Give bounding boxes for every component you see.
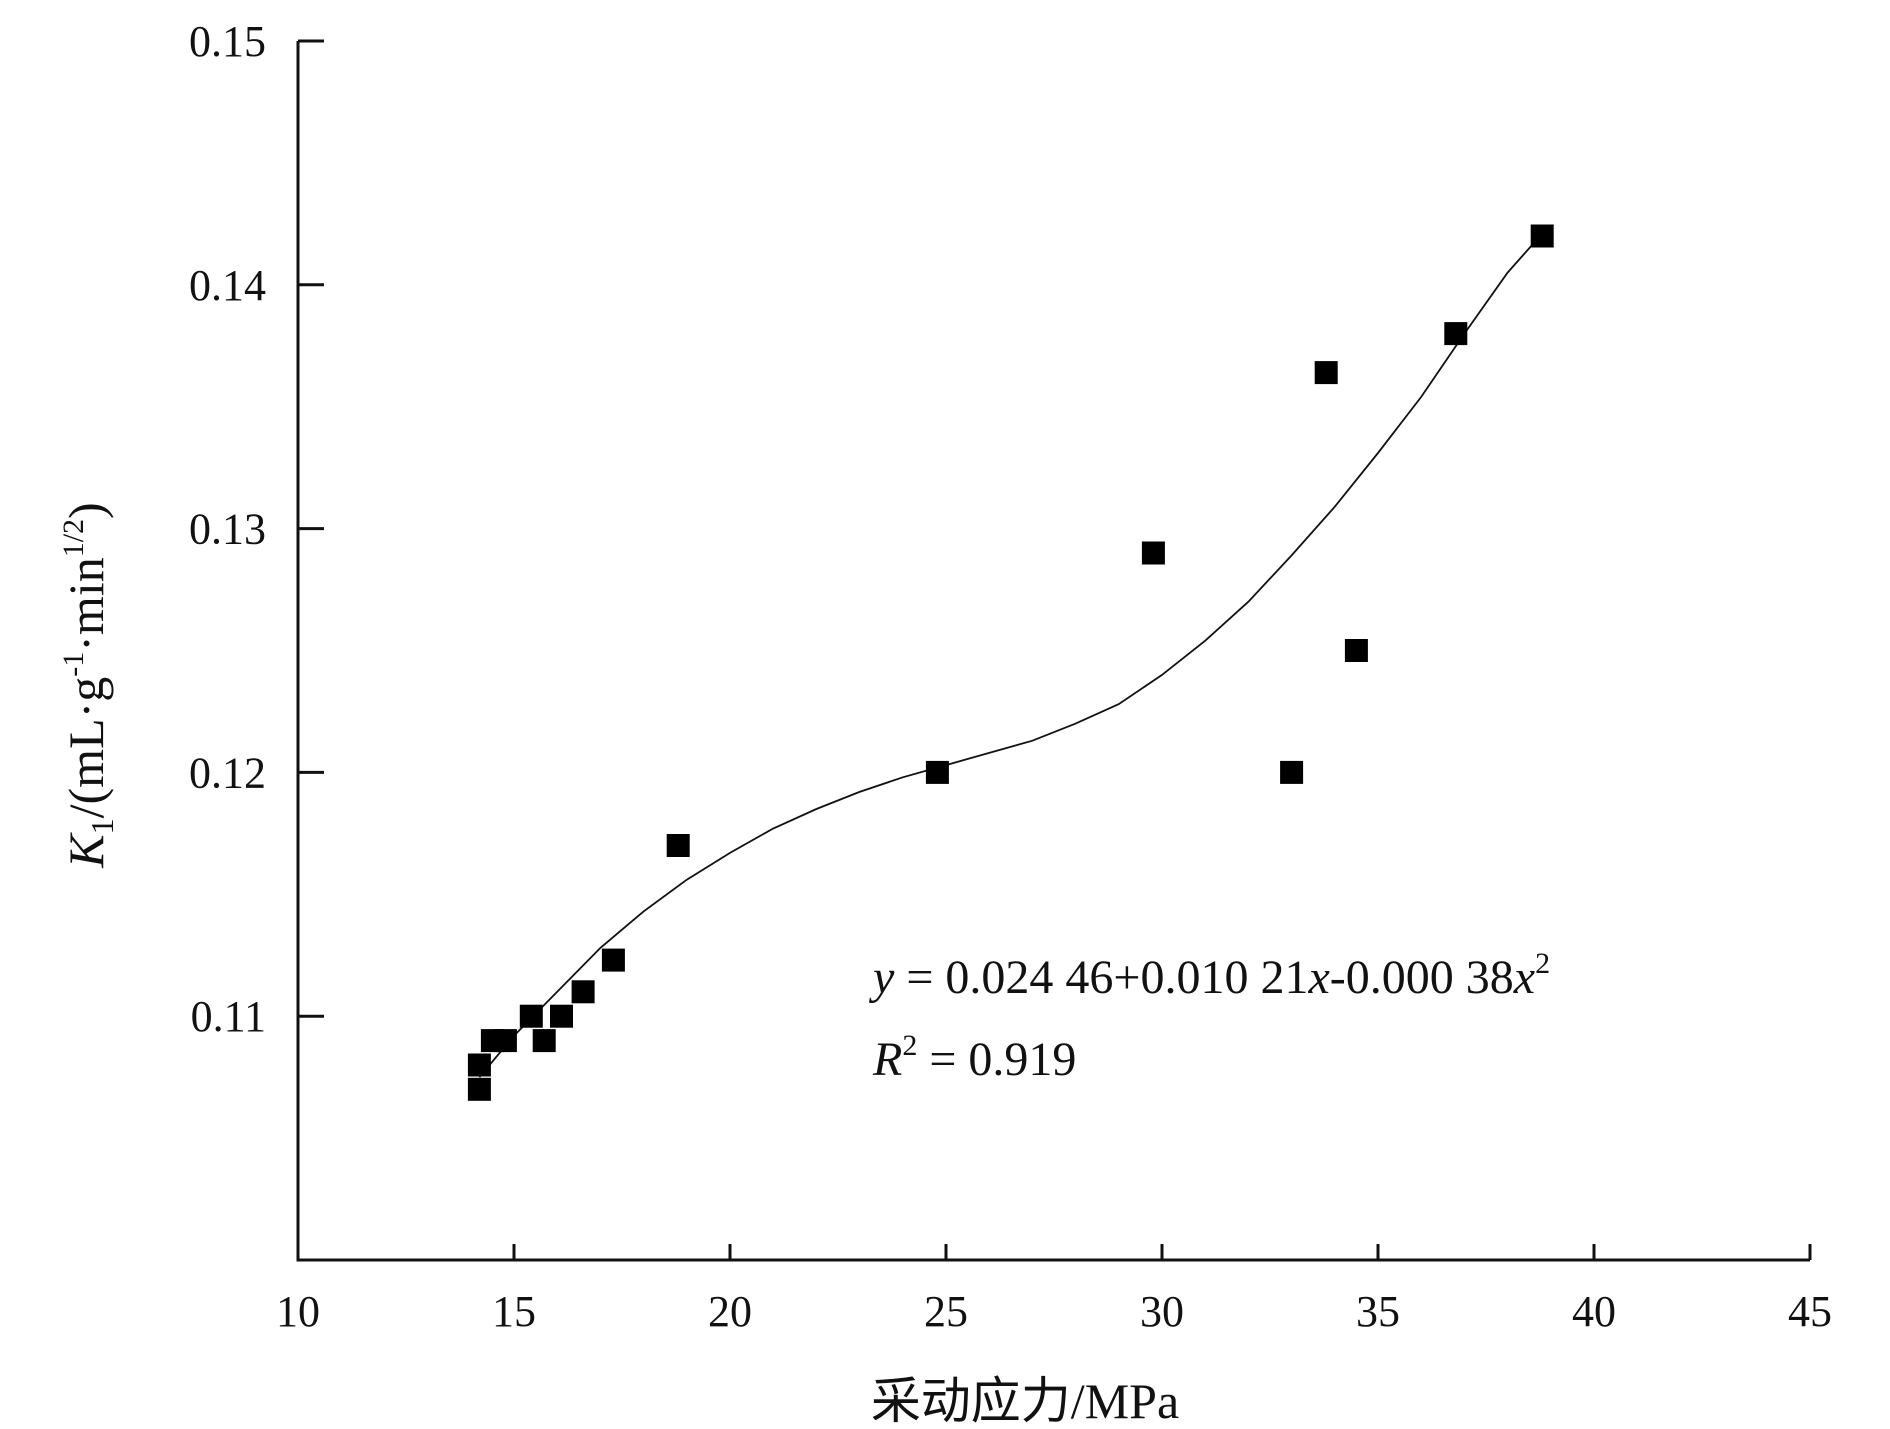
y-axis-ticks: 0.11 0.12 0.13 0.14 0.15 [189,17,324,1041]
data-point [532,1029,556,1053]
data-point [925,760,949,784]
axis-lines [296,41,1810,1262]
r-sup: 2 [902,1029,917,1062]
y-tick-label: 0.15 [189,17,266,66]
y-axis-title: K1/(mL·g-1·min1/2) [57,502,120,868]
eq-sup: 2 [1535,947,1550,980]
r-value: = 0.919 [917,1033,1076,1086]
y-tick-label: 0.13 [189,505,266,554]
eq-part-b: -0.000 38 [1330,951,1514,1004]
data-point [493,1029,517,1053]
y-axis-unit-mid: ·min [58,557,114,651]
y-axis-unit-suffix: ) [58,502,114,519]
y-axis-sup2: 1/2 [57,519,90,557]
eq-x-var2: x [1513,951,1535,1004]
data-point [1530,224,1554,248]
data-point [1314,361,1338,385]
r-var: R [872,1033,902,1086]
y-axis-unit-prefix: /(mL·g [58,677,114,819]
axes [296,41,1810,1262]
y-axis-sup1: -1 [57,652,90,677]
data-point [1344,639,1368,662]
eq-part-a: = 0.024 46+0.010 21 [894,951,1308,1004]
data-point [571,980,595,1004]
data-point [519,1004,543,1028]
fit-curve [478,233,1543,1078]
x-tick-label: 45 [1788,1287,1832,1336]
data-point [550,1004,573,1028]
data-point [467,1077,491,1101]
data-points [467,224,1554,1101]
data-point [601,948,625,972]
r-squared: R2 = 0.919 [872,1029,1076,1086]
y-tick-label: 0.12 [189,748,266,797]
data-point [1280,760,1304,784]
y-tick-label: 0.11 [191,992,266,1041]
data-point [1141,541,1165,565]
x-tick-label: 15 [492,1287,536,1336]
x-axis-ticks: 10 15 20 25 30 35 40 45 [276,1244,1832,1336]
x-tick-label: 20 [708,1287,752,1336]
eq-y-var: y [868,951,895,1004]
y-tick-label: 0.14 [189,261,266,310]
data-point [666,834,690,857]
y-axis-symbol: K [58,832,114,869]
x-tick-label: 35 [1356,1287,1400,1336]
data-point [467,1053,491,1077]
fit-equation: y = 0.024 46+0.010 21x-0.000 38x2 [868,947,1550,1004]
x-tick-label: 30 [1140,1287,1184,1336]
eq-x-var: x [1307,951,1329,1004]
x-tick-label: 40 [1572,1287,1616,1336]
data-point [1444,322,1468,346]
x-axis-title: 采动应力/MPa [871,1373,1179,1429]
x-tick-label: 10 [276,1287,320,1336]
x-tick-label: 25 [924,1287,968,1336]
y-axis-subscript: 1 [84,818,120,834]
